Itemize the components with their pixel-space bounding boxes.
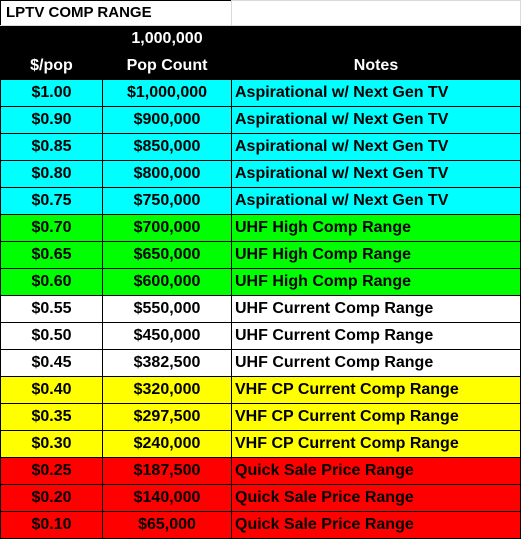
title-row: LPTV COMP RANGE bbox=[0, 0, 521, 26]
count-cell[interactable]: $320,000 bbox=[102, 376, 232, 404]
table-row: $1.00 $1,000,000 Aspirational w/ Next Gen … bbox=[0, 79, 521, 107]
table-row: $0.90 $900,000 Aspirational w/ Next Gen TV bbox=[0, 106, 521, 134]
notes-cell[interactable]: UHF High Comp Range bbox=[231, 214, 521, 242]
table-row: $0.60 $600,000 UHF High Comp Range bbox=[0, 268, 521, 296]
notes-cell[interactable]: UHF Current Comp Range bbox=[231, 295, 521, 323]
price-cell[interactable]: $0.45 bbox=[0, 349, 103, 377]
price-cell[interactable]: $0.90 bbox=[0, 106, 103, 134]
notes-cell[interactable]: Aspirational w/ Next Gen TV bbox=[231, 187, 521, 215]
price-cell[interactable]: $0.75 bbox=[0, 187, 103, 215]
count-cell[interactable]: $550,000 bbox=[102, 295, 232, 323]
header-price[interactable]: $/pop bbox=[0, 52, 103, 80]
table-row: $0.25 $187,500 Quick Sale Price Range bbox=[0, 457, 521, 485]
count-cell[interactable]: $800,000 bbox=[102, 160, 232, 188]
header-row-top: 1,000,000 bbox=[0, 25, 521, 53]
notes-cell[interactable]: Quick Sale Price Range bbox=[231, 511, 521, 539]
count-cell[interactable]: $297,500 bbox=[102, 403, 232, 431]
table-row: $0.20 $140,000 Quick Sale Price Range bbox=[0, 484, 521, 512]
notes-cell[interactable]: Aspirational w/ Next Gen TV bbox=[231, 133, 521, 161]
table-row: $0.35 $297,500 VHF CP Current Comp Range bbox=[0, 403, 521, 431]
notes-cell[interactable]: VHF CP Current Comp Range bbox=[231, 376, 521, 404]
count-cell[interactable]: $650,000 bbox=[102, 241, 232, 269]
price-cell[interactable]: $0.35 bbox=[0, 403, 103, 431]
table-row: $0.40 $320,000 VHF CP Current Comp Range bbox=[0, 376, 521, 404]
price-cell[interactable]: $1.00 bbox=[0, 79, 103, 107]
price-cell[interactable]: $0.60 bbox=[0, 268, 103, 296]
count-cell[interactable]: $750,000 bbox=[102, 187, 232, 215]
count-cell[interactable]: $240,000 bbox=[102, 430, 232, 458]
header-pop-total[interactable]: 1,000,000 bbox=[102, 25, 232, 53]
notes-cell[interactable]: UHF High Comp Range bbox=[231, 268, 521, 296]
count-cell[interactable]: $450,000 bbox=[102, 322, 232, 350]
table-row: $0.45 $382,500 UHF Current Comp Range bbox=[0, 349, 521, 377]
table-row: $0.70 $700,000 UHF High Comp Range bbox=[0, 214, 521, 242]
price-cell[interactable]: $0.30 bbox=[0, 430, 103, 458]
count-cell[interactable]: $900,000 bbox=[102, 106, 232, 134]
count-cell[interactable]: $187,500 bbox=[102, 457, 232, 485]
price-cell[interactable]: $0.10 bbox=[0, 511, 103, 539]
count-cell[interactable]: $700,000 bbox=[102, 214, 232, 242]
notes-cell[interactable]: Quick Sale Price Range bbox=[231, 457, 521, 485]
table-row: $0.30 $240,000 VHF CP Current Comp Range bbox=[0, 430, 521, 458]
price-cell[interactable]: $0.55 bbox=[0, 295, 103, 323]
header-empty-cell[interactable] bbox=[231, 25, 521, 53]
notes-cell[interactable]: UHF Current Comp Range bbox=[231, 322, 521, 350]
table-row: $0.85 $850,000 Aspirational w/ Next Gen TV bbox=[0, 133, 521, 161]
table-row: $0.10 $65,000 Quick Sale Price Range bbox=[0, 511, 521, 539]
notes-cell[interactable]: VHF CP Current Comp Range bbox=[231, 403, 521, 431]
notes-cell[interactable]: UHF High Comp Range bbox=[231, 241, 521, 269]
notes-cell[interactable]: UHF Current Comp Range bbox=[231, 349, 521, 377]
price-cell[interactable]: $0.80 bbox=[0, 160, 103, 188]
price-cell[interactable]: $0.20 bbox=[0, 484, 103, 512]
price-cell[interactable]: $0.25 bbox=[0, 457, 103, 485]
price-cell[interactable]: $0.70 bbox=[0, 214, 103, 242]
count-cell[interactable]: $850,000 bbox=[102, 133, 232, 161]
header-row: $/pop Pop Count Notes bbox=[0, 52, 521, 80]
count-cell[interactable]: $140,000 bbox=[102, 484, 232, 512]
count-cell[interactable]: $600,000 bbox=[102, 268, 232, 296]
header-count[interactable]: Pop Count bbox=[102, 52, 232, 80]
table-row: $0.50 $450,000 UHF Current Comp Range bbox=[0, 322, 521, 350]
notes-cell[interactable]: Aspirational w/ Next Gen TV bbox=[231, 160, 521, 188]
header-notes[interactable]: Notes bbox=[231, 52, 521, 80]
count-cell[interactable]: $382,500 bbox=[102, 349, 232, 377]
notes-cell[interactable]: VHF CP Current Comp Range bbox=[231, 430, 521, 458]
price-cell[interactable]: $0.85 bbox=[0, 133, 103, 161]
count-cell[interactable]: $65,000 bbox=[102, 511, 232, 539]
price-cell[interactable]: $0.40 bbox=[0, 376, 103, 404]
price-cell[interactable]: $0.65 bbox=[0, 241, 103, 269]
table-row: $0.80 $800,000 Aspirational w/ Next Gen TV bbox=[0, 160, 521, 188]
notes-cell[interactable]: Quick Sale Price Range bbox=[231, 484, 521, 512]
sheet-title[interactable]: LPTV COMP RANGE bbox=[0, 0, 232, 26]
count-cell[interactable]: $1,000,000 bbox=[102, 79, 232, 107]
header-empty-cell[interactable] bbox=[0, 25, 103, 53]
table-row: $0.55 $550,000 UHF Current Comp Range bbox=[0, 295, 521, 323]
table-row: $0.65 $650,000 UHF High Comp Range bbox=[0, 241, 521, 269]
table-row: $0.75 $750,000 Aspirational w/ Next Gen TV bbox=[0, 187, 521, 215]
price-cell[interactable]: $0.50 bbox=[0, 322, 103, 350]
notes-cell[interactable]: Aspirational w/ Next Gen TV bbox=[231, 79, 521, 107]
notes-cell[interactable]: Aspirational w/ Next Gen TV bbox=[231, 106, 521, 134]
empty-cell[interactable] bbox=[231, 0, 521, 26]
